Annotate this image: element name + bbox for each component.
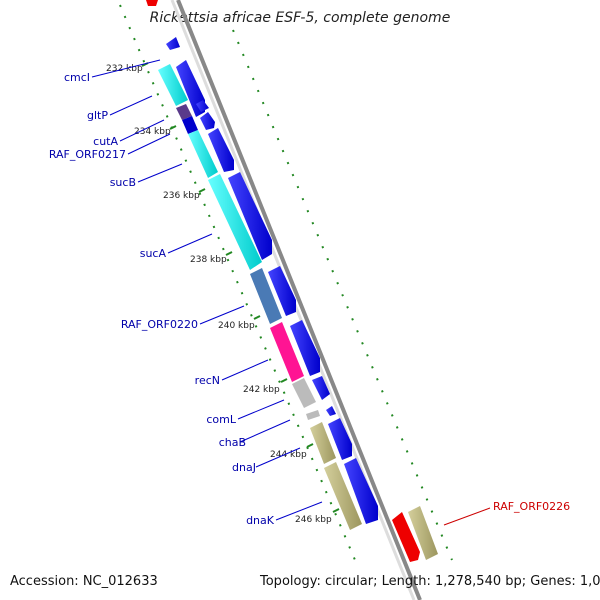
gene-arrow bbox=[312, 376, 330, 400]
gene-label-RAF_ORF0217[interactable]: RAF_ORF0217 bbox=[49, 148, 126, 161]
tick-mark bbox=[225, 251, 233, 256]
leader-line bbox=[127, 133, 171, 155]
leader-line bbox=[239, 419, 291, 443]
gene-comL-block bbox=[292, 378, 316, 408]
gene-arrow bbox=[326, 406, 336, 416]
gene-label-sucB[interactable]: sucB bbox=[110, 176, 136, 189]
gene-label-RAF_ORF0220[interactable]: RAF_ORF0220 bbox=[121, 318, 198, 331]
feature-top-red bbox=[146, 0, 158, 6]
tick-mark bbox=[332, 508, 340, 513]
gene-arrow bbox=[208, 128, 234, 172]
gene-dnaJ-block bbox=[310, 422, 336, 464]
tick-label: 234 kbp bbox=[134, 127, 171, 137]
gene-orf0220-block bbox=[250, 268, 282, 324]
gene-label-gltP[interactable]: gltP bbox=[87, 109, 108, 122]
genome-backbone bbox=[176, 0, 422, 600]
tick-label: 242 kbp bbox=[243, 385, 280, 395]
leader-line bbox=[167, 233, 213, 254]
gene-label-recN[interactable]: recN bbox=[195, 374, 220, 387]
gene-arrow bbox=[328, 418, 352, 460]
gene-arrow bbox=[200, 112, 215, 130]
gene-cmcI-block bbox=[158, 64, 188, 106]
leader-line bbox=[199, 305, 245, 325]
gene-arrow bbox=[176, 60, 205, 117]
gene-sucB-block bbox=[208, 174, 262, 270]
gene-label-cutA[interactable]: cutA bbox=[93, 135, 118, 148]
tick-label: 246 kbp bbox=[295, 515, 332, 525]
gene-arrow bbox=[166, 37, 180, 50]
gene-gltP-block bbox=[176, 104, 192, 120]
gene-orf0226-khaki bbox=[408, 506, 438, 560]
label-leaders bbox=[91, 59, 323, 521]
gene-label-RAF_ORF0226[interactable]: RAF_ORF0226 bbox=[493, 500, 570, 513]
leader-line bbox=[221, 359, 269, 381]
leader-line bbox=[255, 447, 301, 468]
leader-line bbox=[275, 501, 323, 521]
gene-arrow bbox=[228, 172, 272, 260]
gene-label-chaB[interactable]: chaB bbox=[219, 436, 246, 449]
leader-line bbox=[119, 119, 165, 142]
leader-line bbox=[137, 163, 183, 183]
inner-dotted-track bbox=[119, 4, 356, 561]
tick-label: 240 kbp bbox=[218, 321, 255, 331]
gene-orf0226-red bbox=[392, 512, 420, 562]
gene-labels: cmcI gltP cutA RAF_ORF0217 sucB sucA RAF… bbox=[49, 71, 570, 527]
genome-title: Rickettsia africae ESF-5, complete genom… bbox=[149, 10, 451, 26]
gene-recN-block bbox=[270, 322, 304, 382]
gene-label-cmcI[interactable]: cmcI bbox=[64, 71, 90, 84]
tick-mark bbox=[306, 443, 314, 448]
tick-mark bbox=[253, 315, 261, 320]
tick-mark bbox=[169, 125, 177, 130]
leader-line bbox=[91, 59, 161, 78]
gene-arrow bbox=[290, 320, 320, 376]
gene-label-sucA[interactable]: sucA bbox=[140, 247, 167, 260]
leader-line bbox=[237, 399, 285, 420]
gene-orf0217-block bbox=[188, 130, 218, 178]
gene-label-comL[interactable]: comL bbox=[206, 413, 236, 426]
genome-summary-text: Topology: circular; Length: 1,278,540 bp… bbox=[260, 574, 600, 589]
outer-dotted-track bbox=[232, 29, 453, 561]
leader-line-highlight bbox=[443, 507, 491, 526]
gene-cutA-block bbox=[182, 116, 198, 134]
tick-label: 238 kbp bbox=[190, 255, 227, 265]
kbp-ticks: 232 kbp 234 kbp 236 kbp 238 kbp 240 kbp … bbox=[106, 62, 340, 525]
tick-label: 236 kbp bbox=[163, 191, 200, 201]
gene-dnaK-block bbox=[324, 462, 362, 530]
tick-mark bbox=[280, 378, 288, 383]
tick-mark bbox=[198, 188, 206, 193]
tick-label: 244 kbp bbox=[270, 450, 307, 460]
gene-arrow bbox=[196, 100, 209, 112]
gene-arrow bbox=[268, 266, 296, 316]
gene-chaB-block bbox=[306, 410, 320, 420]
gene-label-dnaK[interactable]: dnaK bbox=[246, 514, 275, 527]
leader-line bbox=[109, 95, 153, 116]
forward-strand-genes bbox=[166, 37, 378, 524]
gene-arrow bbox=[344, 458, 378, 524]
reverse-strand-genes bbox=[158, 64, 438, 562]
gene-label-dnaJ[interactable]: dnaJ bbox=[232, 461, 256, 474]
accession-text: Accession: NC_012633 bbox=[10, 574, 158, 589]
